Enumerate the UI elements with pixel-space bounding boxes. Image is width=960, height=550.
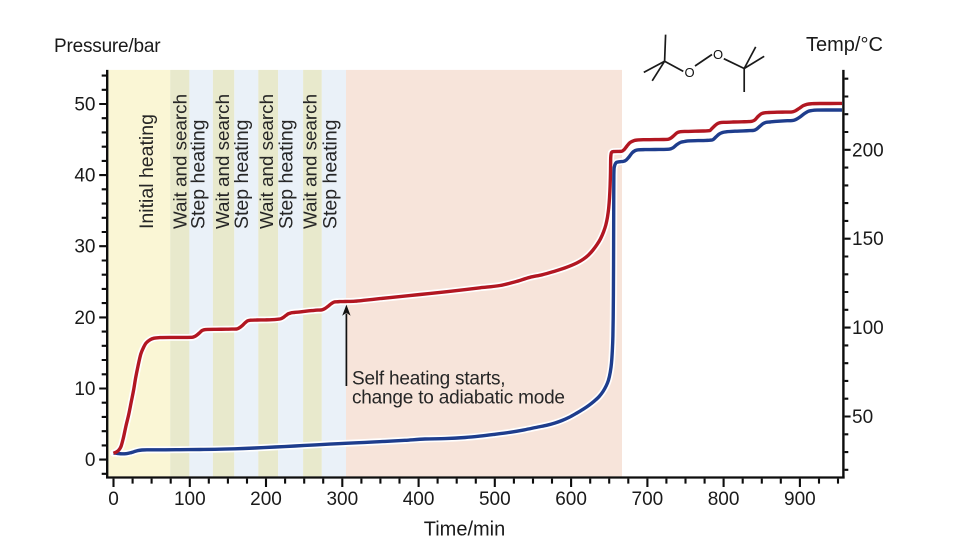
svg-text:0: 0	[108, 489, 119, 510]
svg-text:900: 900	[784, 489, 816, 510]
svg-text:Step heating: Step heating	[320, 119, 342, 229]
svg-text:200: 200	[852, 140, 884, 161]
svg-text:change to adiabatic mode: change to adiabatic mode	[352, 388, 565, 409]
svg-text:500: 500	[479, 489, 511, 510]
svg-text:100: 100	[852, 318, 884, 339]
svg-text:200: 200	[250, 489, 282, 510]
svg-text:40: 40	[74, 166, 95, 187]
svg-text:Temp/°C: Temp/°C	[806, 34, 883, 56]
svg-text:50: 50	[852, 407, 873, 428]
svg-text:Wait and search: Wait and search	[256, 94, 277, 229]
svg-text:Wait and search: Wait and search	[169, 94, 190, 229]
svg-text:800: 800	[708, 489, 740, 510]
svg-text:300: 300	[326, 489, 358, 510]
svg-text:600: 600	[555, 489, 587, 510]
svg-text:50: 50	[74, 95, 95, 116]
svg-text:30: 30	[74, 237, 95, 258]
svg-text:400: 400	[403, 489, 435, 510]
svg-text:O: O	[685, 65, 695, 80]
svg-text:Step heating: Step heating	[276, 119, 298, 229]
svg-text:20: 20	[74, 308, 95, 329]
svg-text:Step heating: Step heating	[231, 119, 253, 229]
svg-text:10: 10	[74, 379, 95, 400]
svg-text:Pressure/bar: Pressure/bar	[54, 36, 161, 57]
svg-text:Self heating starts,: Self heating starts,	[352, 369, 505, 390]
svg-text:150: 150	[852, 229, 884, 250]
svg-text:Wait and search: Wait and search	[299, 94, 320, 229]
svg-text:0: 0	[85, 450, 96, 471]
svg-text:Initial heating: Initial heating	[136, 114, 158, 229]
svg-text:700: 700	[632, 489, 664, 510]
svg-text:Wait and search: Wait and search	[212, 94, 233, 229]
svg-text:Step heating: Step heating	[188, 119, 210, 229]
svg-text:O: O	[713, 47, 723, 62]
svg-text:Time/min: Time/min	[424, 519, 505, 541]
svg-text:100: 100	[174, 489, 206, 510]
